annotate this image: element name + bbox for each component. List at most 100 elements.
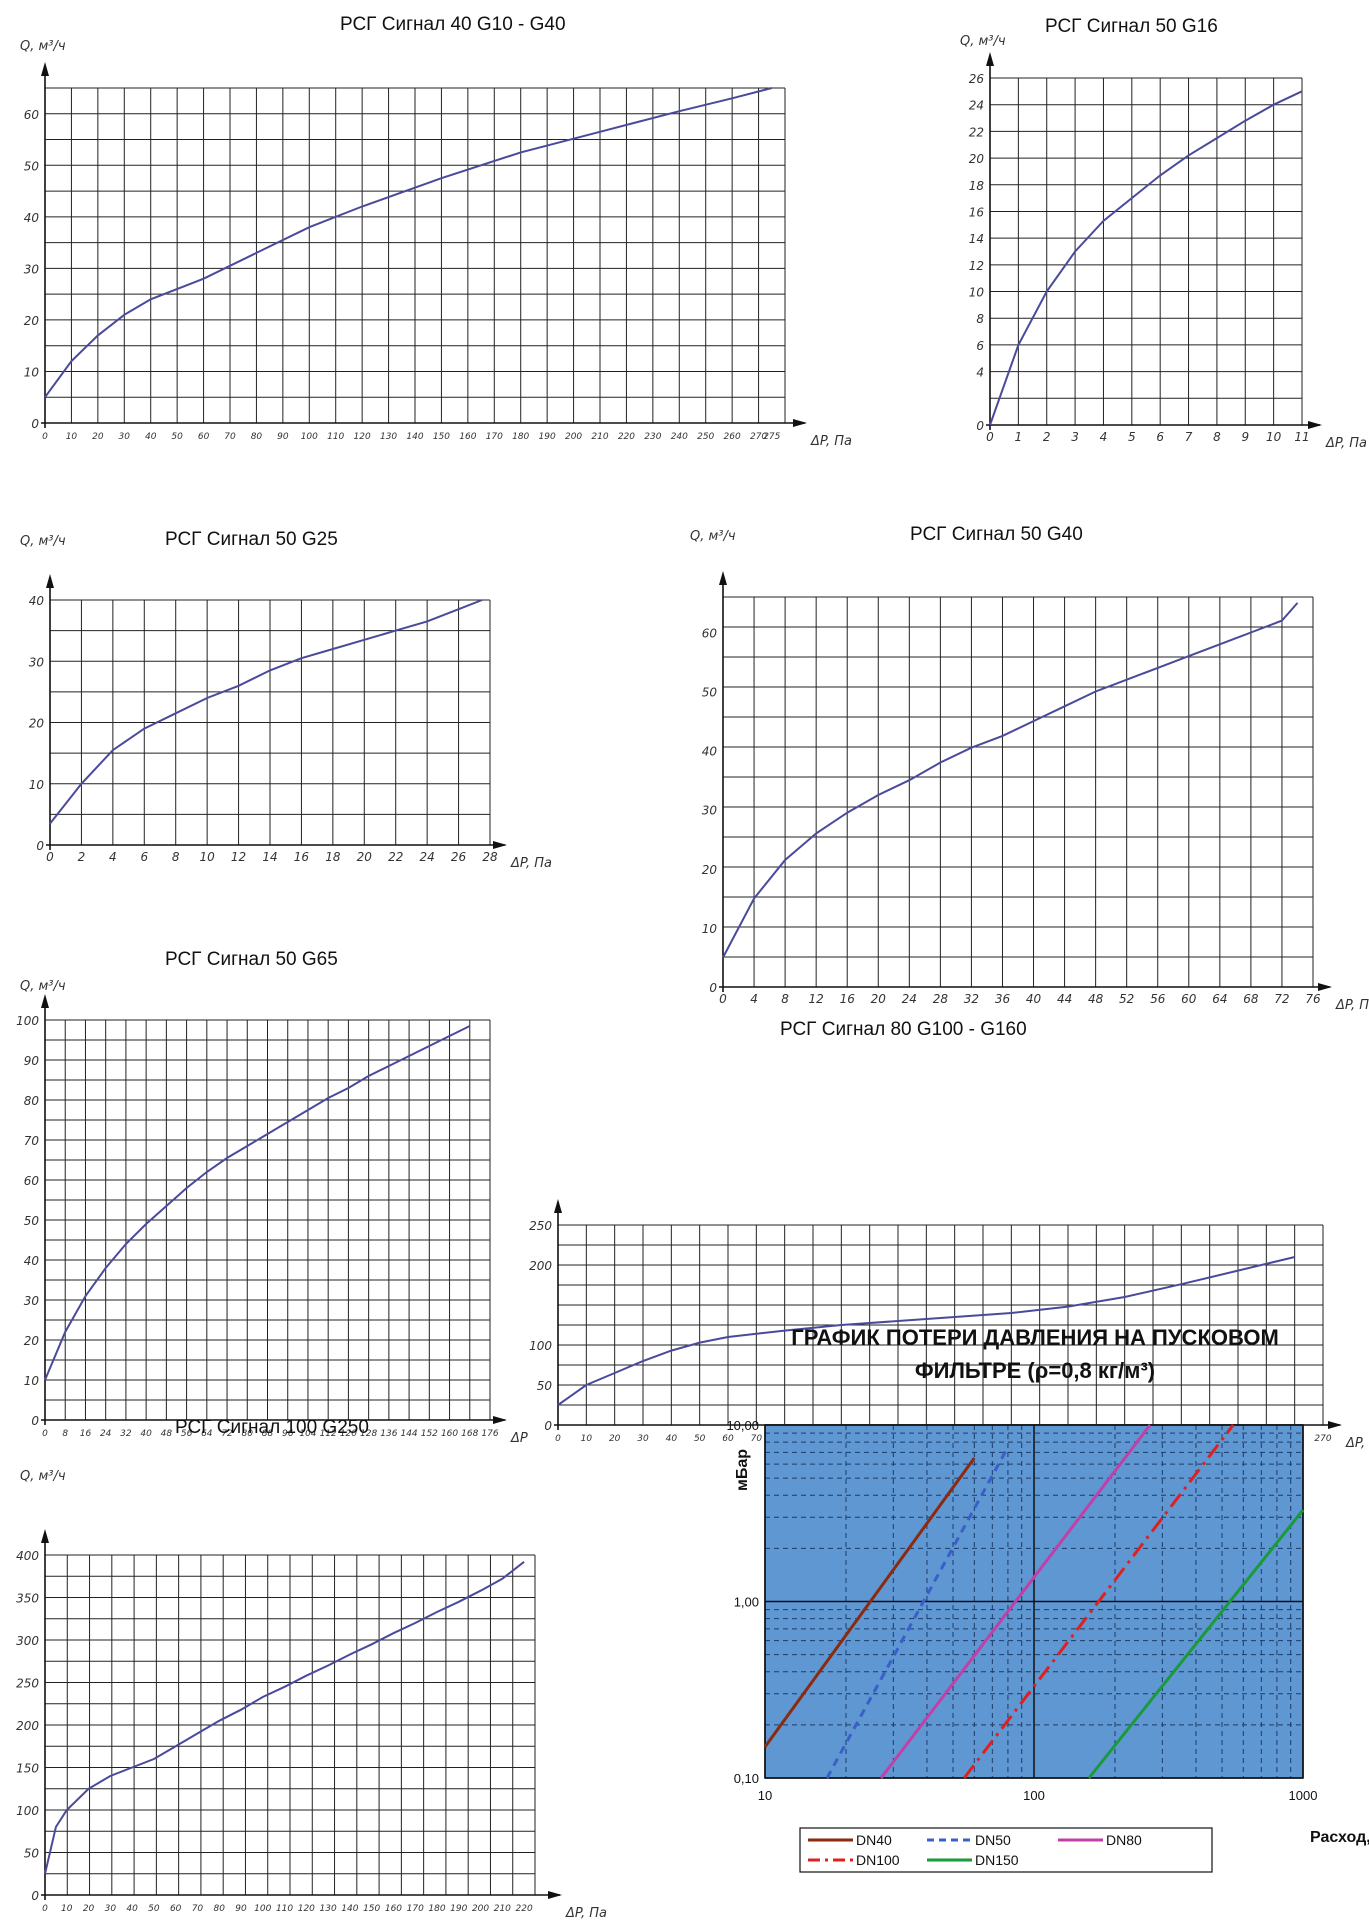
x-tick-label: 120 <box>354 432 371 442</box>
y-tick-label: 16 <box>969 205 985 219</box>
x-tick-label: 4 <box>109 850 117 864</box>
x-tick-label: 6 <box>1156 430 1164 444</box>
x-tick-label: 20 <box>357 850 373 864</box>
x-tick-label: 76 <box>1305 992 1321 1006</box>
x-tick-label: 72 <box>1274 992 1289 1006</box>
x-tick-label: 8 <box>1213 430 1221 444</box>
x-tick-label: 28 <box>482 850 498 864</box>
y-tick-label: 22 <box>969 125 984 139</box>
x-tick-label: 0 <box>42 1904 48 1914</box>
chart-c8: ГРАФИК ПОТЕРИ ДАВЛЕНИЯ НА ПУСКОВОМ ФИЛЬТР… <box>726 1325 1369 1873</box>
x-tick-label: 50 <box>694 1434 706 1444</box>
y-tick-label: 250 <box>529 1219 552 1233</box>
y-axis-arrow <box>41 1529 49 1543</box>
x-tick-label: 200 <box>472 1904 489 1914</box>
y-tick-label: 10 <box>24 365 40 379</box>
x-tick-label: 10 <box>200 850 216 864</box>
y-tick-label: 0 <box>31 1889 39 1903</box>
x-tick-label: 7 <box>1185 430 1193 444</box>
y-tick-label: 20 <box>24 314 40 328</box>
chart-title: РСГ Сигнал 80 G100 - G160 <box>780 1019 1027 1040</box>
grid <box>989 77 1303 426</box>
series-line-dn80 <box>879 1424 1152 1779</box>
series-line-dn40 <box>763 1457 976 1748</box>
chart-title: ГРАФИК ПОТЕРИ ДАВЛЕНИЯ НА ПУСКОВОМ <box>791 1325 1279 1350</box>
y-tick-label: 50 <box>702 686 718 700</box>
y-tick-label: 0 <box>31 417 39 431</box>
x-tick-label: 100 <box>1023 1788 1045 1803</box>
x-axis-arrow <box>1318 983 1332 991</box>
y-tick-label: 0 <box>31 1414 39 1428</box>
y-tick-label: 12 <box>969 259 984 273</box>
y-tick-label: 20 <box>24 1334 40 1348</box>
y-tick-label: 30 <box>24 1294 40 1308</box>
chart-c7: РСГ Сигнал 100 G250 Q, м³/ч 0 10 20 30 40 50 60 7… <box>16 1417 607 1921</box>
x-tick-label: 0 <box>555 1434 561 1444</box>
x-tick-label: 12 <box>809 992 824 1006</box>
legend-label: DN50 <box>975 1832 1011 1848</box>
y-tick-label: 400 <box>16 1549 39 1563</box>
x-tick-label: 275 <box>763 432 780 442</box>
x-tick-label: 18 <box>325 850 341 864</box>
x-tick-label: 130 <box>320 1904 337 1914</box>
x-tick-label: 150 <box>433 432 450 442</box>
y-axis-label: Q, м³/ч <box>20 534 66 549</box>
x-tick-label: 160 <box>441 1429 458 1439</box>
y-tick-label: 20 <box>969 152 985 166</box>
y-tick-label: 24 <box>969 99 984 113</box>
x-tick-label: 8 <box>62 1429 68 1439</box>
x-tick-label: 120 <box>298 1904 315 1914</box>
series-line <box>44 87 773 398</box>
series-line <box>49 599 483 825</box>
grid <box>722 596 1314 988</box>
y-tick-label: 10,00 <box>726 1418 759 1433</box>
x-tick-label: 168 <box>461 1429 478 1439</box>
chart-title: РСГ Сигнал 50 G16 <box>1045 16 1218 37</box>
x-tick-label: 24 <box>100 1429 112 1439</box>
legend-label: DN80 <box>1106 1832 1142 1848</box>
y-tick-label: 6 <box>976 339 984 353</box>
chart-title: РСГ Сигнал 50 G65 <box>165 949 338 970</box>
x-tick-label: 16 <box>294 850 310 864</box>
x-tick-label: 180 <box>428 1904 445 1914</box>
y-axis-label: мБар <box>734 1449 751 1491</box>
x-tick-label: 0 <box>42 1429 48 1439</box>
x-tick-label: 60 <box>1181 992 1197 1006</box>
y-tick-label: 0 <box>976 419 984 433</box>
x-tick-label: 68 <box>1243 992 1259 1006</box>
x-tick-label: 64 <box>201 1429 213 1439</box>
x-tick-label: 0 <box>719 992 727 1006</box>
grid <box>44 87 786 424</box>
x-tick-label: 14 <box>262 850 277 864</box>
x-tick-label: 80 <box>242 1429 254 1439</box>
y-tick-label: 150 <box>16 1762 39 1776</box>
x-tick-label: 60 <box>198 432 210 442</box>
y-tick-label: 1,00 <box>734 1595 759 1610</box>
y-tick-label: 90 <box>24 1054 40 1068</box>
y-tick-label: 40 <box>702 745 718 759</box>
y-tick-label: 80 <box>24 1094 40 1108</box>
x-tick-label: 20 <box>609 1434 621 1444</box>
y-axis-label: Q, м³/ч <box>960 34 1006 49</box>
x-tick-label: 16 <box>840 992 856 1006</box>
y-axis-arrow <box>554 1199 562 1213</box>
x-tick-label: 136 <box>380 1429 397 1439</box>
x-tick-label: 130 <box>380 432 397 442</box>
y-tick-label: 50 <box>537 1379 553 1393</box>
x-tick-label: 30 <box>119 432 131 442</box>
x-tick-label: 70 <box>224 432 236 442</box>
y-tick-label: 20 <box>29 717 45 731</box>
x-tick-label: 70 <box>751 1434 763 1444</box>
x-tick-label: 176 <box>481 1429 498 1439</box>
x-axis-label: ΔP, Па <box>565 1906 607 1921</box>
x-tick-label: 32 <box>120 1429 132 1439</box>
x-tick-label: 32 <box>964 992 979 1006</box>
x-tick-label: 24 <box>902 992 917 1006</box>
x-tick-label: 52 <box>1119 992 1134 1006</box>
x-tick-label: 40 <box>140 1429 152 1439</box>
x-tick-label: 2 <box>78 850 86 864</box>
y-tick-label: 10 <box>969 286 985 300</box>
x-tick-label: 9 <box>1241 430 1249 444</box>
y-tick-label: 26 <box>969 72 985 86</box>
